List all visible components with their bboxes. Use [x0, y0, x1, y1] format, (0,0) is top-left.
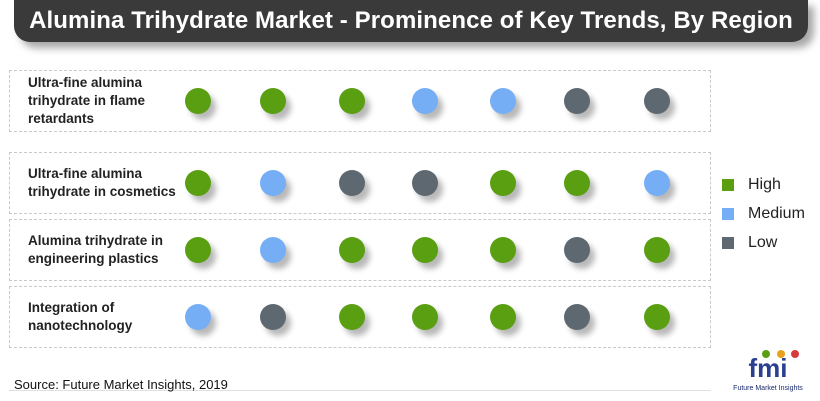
trend-label-line: Alumina trihydrate in: [28, 233, 164, 248]
trend-label: Integration of nanotechnology: [28, 287, 188, 347]
prominence-dot: [644, 304, 670, 330]
prominence-dot: [644, 88, 670, 114]
prominence-dot: [260, 170, 286, 196]
prominence-dot: [339, 88, 365, 114]
trend-label-line: Integration of: [28, 300, 115, 315]
title-bar: Alumina Trihydrate Market - Prominence o…: [14, 0, 808, 42]
legend-swatch: [722, 207, 734, 220]
prominence-dot: [412, 88, 438, 114]
chart-title: Alumina Trihydrate Market - Prominence o…: [29, 7, 793, 34]
legend-item: Low: [722, 228, 805, 257]
trend-label: Alumina trihydrate in engineering plastic…: [28, 220, 188, 280]
legend-item: Medium: [722, 199, 805, 228]
prominence-dot: [490, 237, 516, 263]
prominence-dot: [564, 304, 590, 330]
legend-label: Medium: [748, 204, 805, 222]
legend-swatch: [722, 178, 734, 191]
legend: High Medium Low: [722, 170, 805, 257]
trend-row: Ultra-fine alumina trihydrate in cosmetic…: [9, 152, 711, 214]
prominence-dot: [490, 304, 516, 330]
prominence-dot: [260, 304, 286, 330]
trend-label-line: nanotechnology: [28, 318, 133, 333]
prominence-dot: [564, 170, 590, 196]
prominence-dot: [412, 170, 438, 196]
trend-label-line: Ultra-fine alumina: [28, 166, 143, 181]
legend-label: High: [748, 175, 781, 193]
prominence-dot: [339, 237, 365, 263]
prominence-dot: [339, 304, 365, 330]
legend-item: High: [722, 170, 805, 199]
trend-row: Alumina trihydrate in engineering plastic…: [9, 219, 711, 281]
trend-label: Ultra-fine alumina trihydrate in cosmetic…: [28, 153, 188, 213]
fmi-logo: fmi Future Market Insights: [733, 350, 803, 392]
prominence-dot: [339, 170, 365, 196]
trend-label-line: Ultra-fine alumina: [28, 75, 143, 90]
trend-label: Ultra-fine alumina trihydrate in flame ret…: [28, 71, 188, 131]
trend-label-line: trihydrate in flame: [28, 93, 146, 108]
source-note: Source: Future Market Insights, 2019: [14, 377, 228, 392]
trend-label-line: trihydrate in cosmetics: [28, 184, 176, 199]
trend-label-line: engineering plastics: [28, 251, 159, 266]
logo-name: fmi: [749, 353, 788, 383]
prominence-dot: [260, 237, 286, 263]
prominence-dot: [490, 88, 516, 114]
trend-row: Ultra-fine alumina trihydrate in flame ret…: [9, 70, 711, 132]
legend-swatch: [722, 236, 734, 249]
prominence-dot: [185, 304, 211, 330]
prominence-dot: [412, 237, 438, 263]
prominence-dot: [564, 237, 590, 263]
divider: [9, 390, 711, 391]
prominence-dot: [185, 88, 211, 114]
prominence-dot: [490, 170, 516, 196]
prominence-dot: [644, 170, 670, 196]
prominence-dot: [644, 237, 670, 263]
prominence-dot: [412, 304, 438, 330]
logo-tagline: Future Market Insights: [733, 385, 803, 392]
legend-label: Low: [748, 233, 778, 251]
prominence-dot: [564, 88, 590, 114]
trend-label-line: retardants: [28, 111, 95, 126]
prominence-dot: [185, 170, 211, 196]
prominence-dot: [260, 88, 286, 114]
trend-row: Integration of nanotechnology: [9, 286, 711, 348]
prominence-dot: [185, 237, 211, 263]
